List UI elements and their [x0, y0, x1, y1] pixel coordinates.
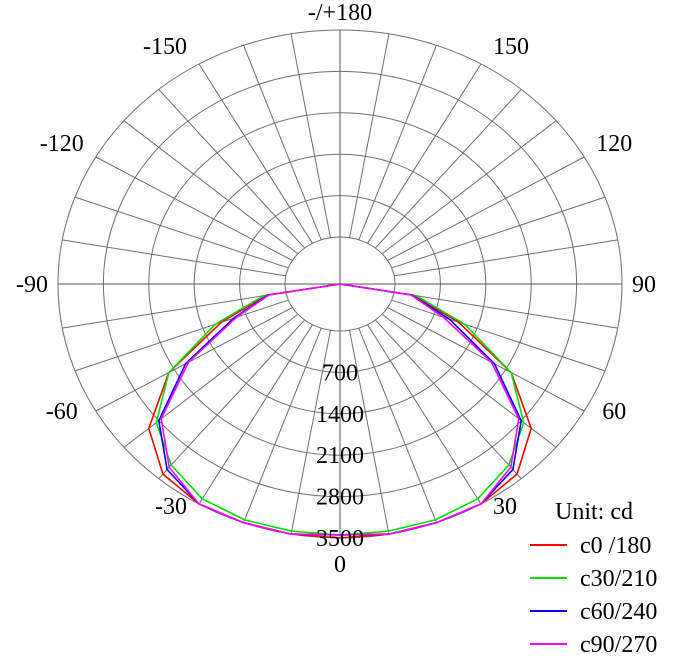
grid-spoke [74, 196, 289, 269]
angle-label: -90 [16, 272, 48, 298]
grid-spoke [387, 307, 585, 412]
unit-label: Unit: cd [555, 499, 633, 525]
grid-spoke [358, 45, 437, 241]
legend-label: c30/210 [580, 566, 657, 592]
grid-spoke [391, 299, 606, 372]
grid-spoke [394, 239, 618, 277]
grid-spoke [367, 324, 482, 505]
ring-labels: 700 1400 2100 2800 3500 [316, 360, 364, 552]
grid-spoke [290, 330, 331, 535]
grid-spoke [381, 120, 557, 255]
grid-spoke [374, 319, 522, 479]
legend: Unit: cd c0 /180 c30/210 c60/240 c90/270 [530, 499, 657, 657]
grid-spoke [74, 299, 289, 372]
grid-spoke [62, 291, 286, 329]
grid-spoke [198, 324, 313, 505]
legend-label: c0 /180 [580, 533, 651, 559]
grid-spoke [123, 120, 299, 255]
angle-label: 120 [596, 131, 632, 157]
grid-spoke [381, 313, 557, 448]
grid-spoke [349, 33, 390, 238]
intensity-curves [148, 283, 532, 539]
grid-spoke [358, 327, 437, 523]
grid-spoke [394, 291, 618, 329]
grid-spoke [158, 89, 306, 249]
grid-spoke [95, 156, 293, 261]
legend-label: c60/240 [580, 599, 657, 625]
angle-label: 150 [493, 34, 529, 60]
polar-grid [57, 29, 623, 539]
angle-label: 60 [602, 399, 626, 425]
angle-label: -60 [46, 399, 78, 425]
grid-spoke [243, 327, 322, 523]
curve-series-3 [160, 283, 520, 536]
grid-spoke [123, 313, 299, 448]
grid-spoke [158, 319, 306, 479]
grid-spoke [95, 307, 293, 412]
grid-spoke [367, 63, 482, 244]
angle-label: -/+180 [308, 0, 372, 26]
angle-label: -120 [40, 131, 84, 157]
angle-labels: 0 30 60 90 120 150 -/+180 -150 -120 -90 -60 -30 [16, 0, 656, 578]
angle-label: -150 [143, 34, 187, 60]
ring-label-3500: 3500 [316, 526, 364, 552]
grid-spoke [198, 63, 313, 244]
angle-label: -30 [155, 494, 187, 520]
ring-label-700: 700 [322, 360, 358, 386]
grid-spoke [349, 330, 390, 535]
grid-spoke [387, 156, 585, 261]
ring-label-1400: 1400 [316, 402, 364, 428]
grid-spoke [62, 239, 286, 277]
grid-spoke [290, 33, 331, 238]
angle-label: 90 [632, 272, 656, 298]
ring-label-2100: 2100 [316, 443, 364, 469]
grid-spoke [391, 196, 606, 269]
legend-label: c90/270 [580, 632, 657, 657]
angle-label: 30 [493, 494, 517, 520]
grid-spoke [374, 89, 522, 249]
angle-label: 0 [334, 552, 346, 578]
ring-label-2800: 2800 [316, 485, 364, 511]
grid-spoke [243, 45, 322, 241]
